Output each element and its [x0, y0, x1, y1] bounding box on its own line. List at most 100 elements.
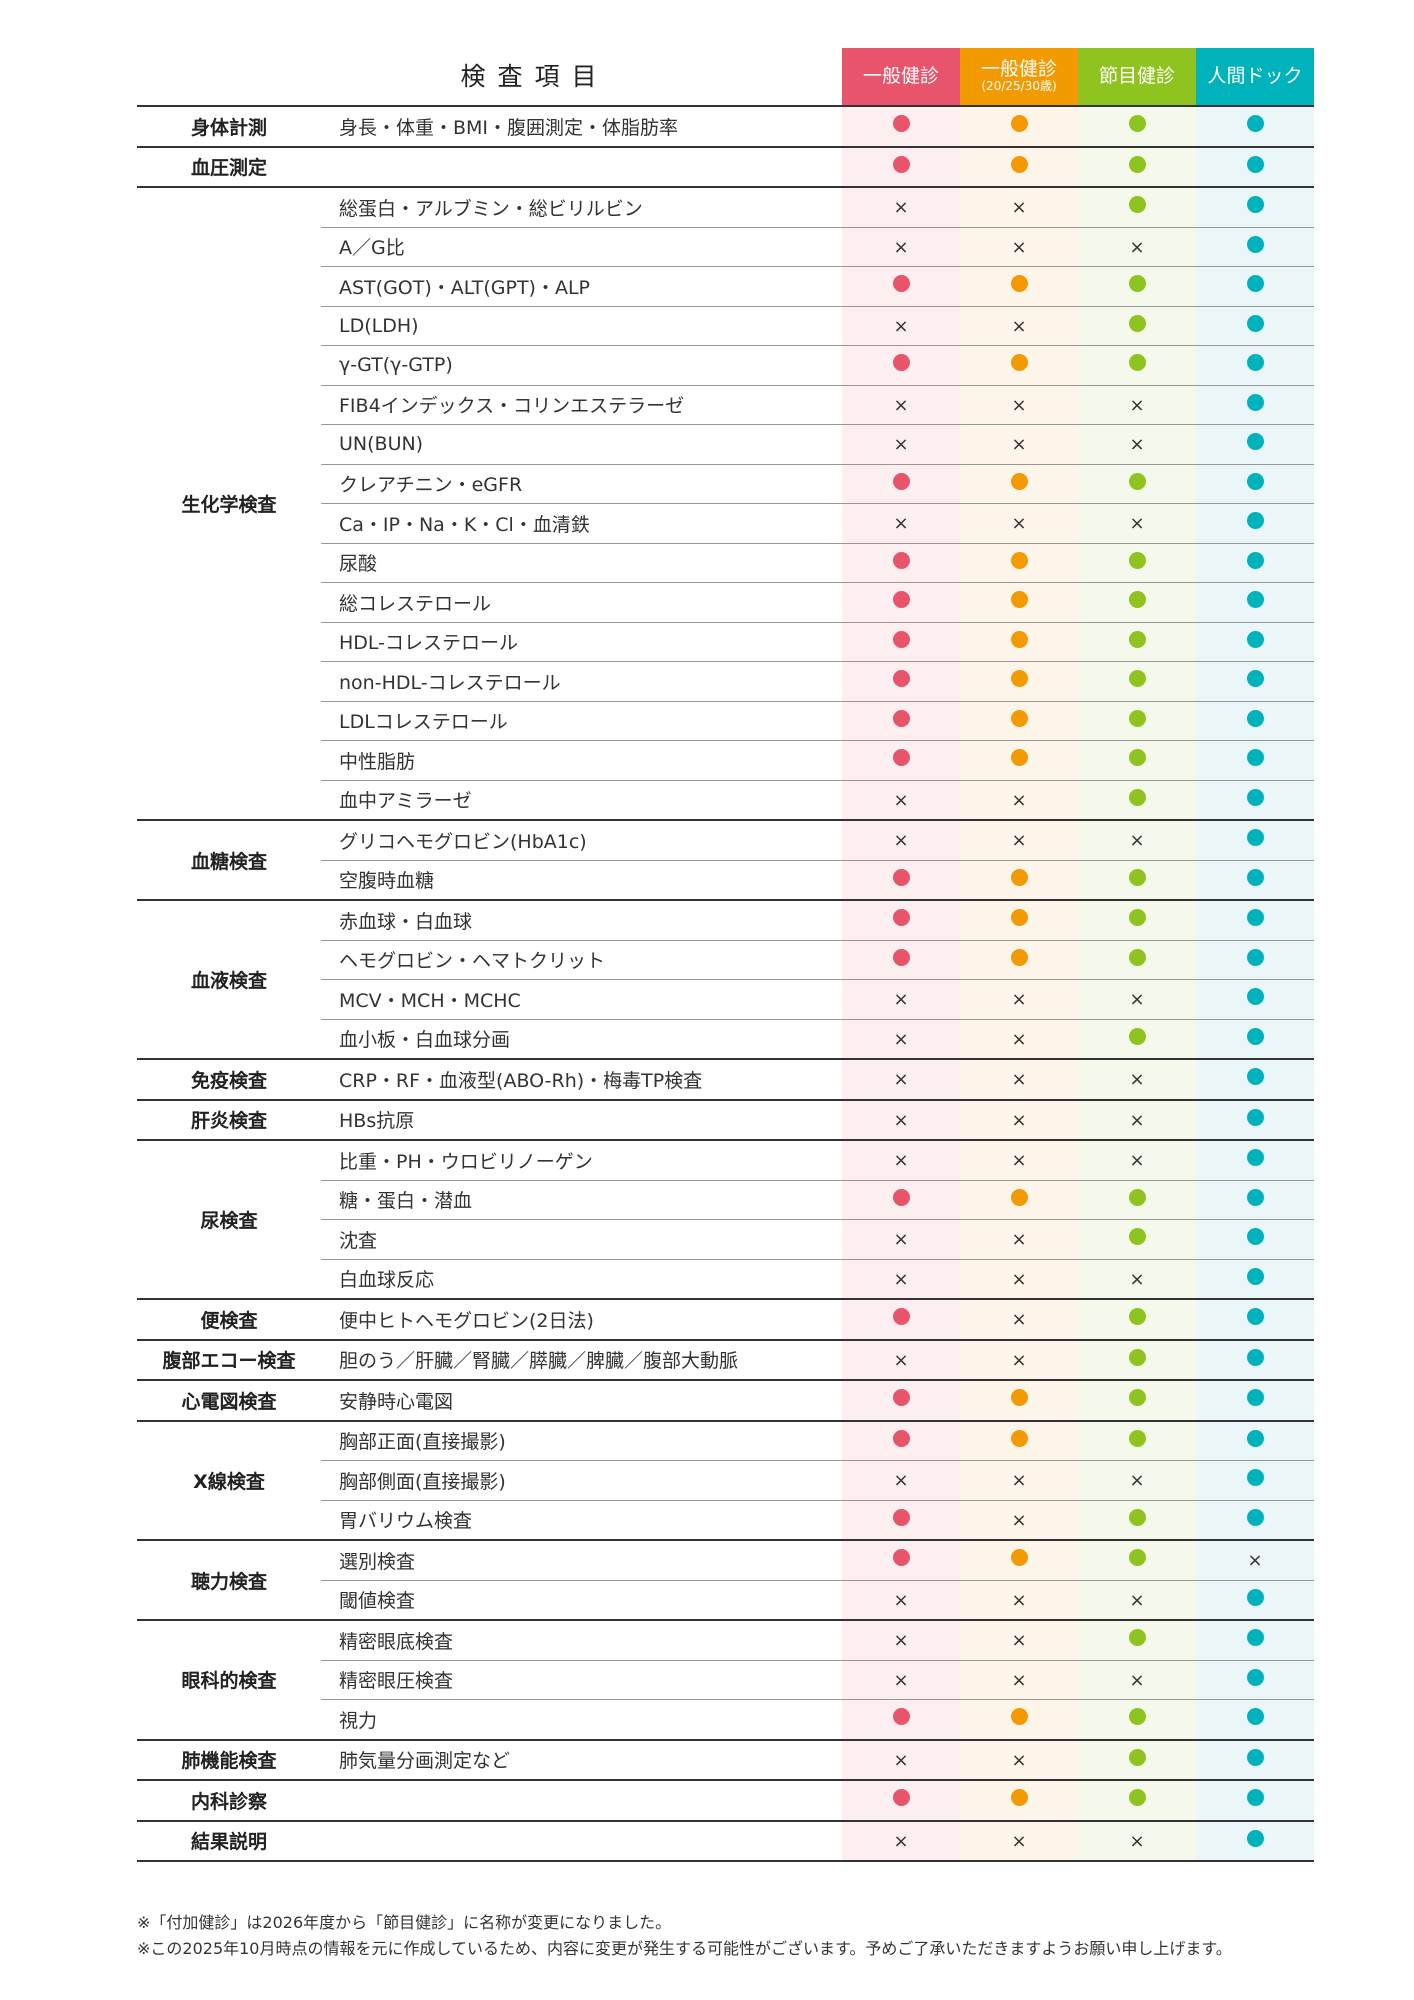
availability-cell	[1078, 621, 1197, 662]
availability-cell: ×	[960, 384, 1079, 425]
not-included-cross-icon: ×	[1011, 434, 1027, 456]
availability-cell	[1196, 700, 1315, 741]
availability-cell: ×	[1078, 1098, 1197, 1140]
availability-cell	[1196, 542, 1315, 583]
not-included-cross-icon: ×	[1011, 315, 1027, 337]
not-included-cross-icon: ×	[893, 1669, 909, 1691]
availability-cell: ×	[1078, 1579, 1197, 1620]
availability-cell	[842, 345, 961, 385]
exam-item-name: 総コレステロール	[321, 582, 843, 622]
availability-cell: ×	[842, 979, 961, 1019]
column-header-general-age: 一般健診 (20/25/30歳)	[960, 48, 1079, 106]
availability-cell	[1196, 582, 1315, 622]
category-label: 肺機能検査	[137, 1738, 321, 1780]
availability-cell: ×	[1078, 979, 1197, 1019]
availability-cell: ×	[842, 1338, 961, 1380]
exam-item-name: 尿酸	[321, 542, 843, 583]
included-circle-icon	[892, 948, 910, 966]
availability-cell: ×	[960, 1659, 1079, 1700]
availability-cell: ×	[960, 779, 1079, 820]
included-circle-icon	[1010, 591, 1028, 609]
not-included-cross-icon: ×	[1011, 1470, 1027, 1492]
availability-cell	[842, 740, 961, 780]
exam-item-name: 総蛋白・アルブミン・総ビリルビン	[321, 186, 843, 227]
exam-item-name	[321, 145, 843, 187]
availability-cell	[1196, 1419, 1315, 1461]
availability-cell	[1196, 819, 1315, 860]
category-label: 尿検査	[137, 1139, 321, 1299]
included-circle-icon	[1246, 829, 1264, 847]
table-row: Ca・IP・Na・K・Cl・血清鉄 × × ×	[137, 503, 1315, 543]
availability-cell	[1196, 1179, 1315, 1220]
exam-item-name: 胃バリウム検査	[321, 1499, 843, 1540]
not-included-cross-icon: ×	[893, 1470, 909, 1492]
table-row: 生化学検査 総蛋白・アルブミン・総ビリルビン × ×	[137, 186, 1315, 820]
footnote: ※「付加健診」は2026年度から「節目健診」に名称が変更になりました。	[137, 1913, 672, 1932]
included-circle-icon	[1010, 709, 1028, 727]
included-circle-icon	[892, 472, 910, 490]
availability-cell	[1196, 1699, 1315, 1740]
included-circle-icon	[1246, 868, 1264, 886]
not-included-cross-icon: ×	[1011, 1150, 1027, 1172]
exam-item-name: 血小板・白血球分画	[321, 1018, 843, 1059]
availability-cell: ×	[960, 1819, 1079, 1862]
included-circle-icon	[892, 1789, 910, 1807]
availability-cell	[1078, 779, 1197, 820]
included-circle-icon	[1246, 1429, 1264, 1447]
included-circle-icon	[1246, 630, 1264, 648]
table-row: 尿酸	[137, 542, 1315, 583]
availability-cell	[1196, 1738, 1315, 1780]
availability-cell	[1196, 859, 1315, 900]
included-circle-icon	[1010, 155, 1028, 173]
availability-cell: ×	[1078, 226, 1197, 267]
availability-cell: ×	[842, 1579, 961, 1620]
not-included-cross-icon: ×	[893, 434, 909, 456]
availability-cell	[1078, 1738, 1197, 1780]
availability-cell	[842, 1419, 961, 1461]
availability-cell: ×	[1078, 1460, 1197, 1500]
not-included-cross-icon: ×	[1129, 394, 1145, 416]
included-circle-icon	[892, 551, 910, 569]
category-label: 血圧測定	[137, 145, 321, 187]
table-row: 胸部側面(直接撮影) × × ×	[137, 1460, 1315, 1500]
not-included-cross-icon: ×	[1011, 789, 1027, 811]
not-included-cross-icon: ×	[893, 1268, 909, 1290]
not-included-cross-icon: ×	[1011, 1109, 1027, 1131]
category-label: 便検査	[137, 1298, 321, 1340]
exam-item-name: 糖・蛋白・潜血	[321, 1179, 843, 1220]
column-header-sublabel: (20/25/30歳)	[981, 79, 1057, 94]
not-included-cross-icon: ×	[893, 513, 909, 535]
category-label: 聴力検査	[137, 1539, 321, 1620]
table-row: 内科診察	[137, 1779, 1315, 1821]
exam-item-name: ヘモグロビン・ヘマトクリット	[321, 939, 843, 980]
included-circle-icon	[1246, 354, 1264, 372]
included-circle-icon	[1246, 196, 1264, 214]
table-row: 胃バリウム検査 ×	[137, 1499, 1315, 1540]
not-included-cross-icon: ×	[1129, 1589, 1145, 1611]
availability-cell	[1078, 1419, 1197, 1461]
included-circle-icon	[1128, 196, 1146, 214]
included-circle-icon	[892, 591, 910, 609]
availability-cell: ×	[842, 305, 961, 346]
availability-cell: ×	[960, 226, 1079, 267]
not-included-cross-icon: ×	[893, 1349, 909, 1371]
included-circle-icon	[892, 354, 910, 372]
category-label: 血液検査	[137, 899, 321, 1059]
exam-item-name: MCV・MCH・MCHC	[321, 979, 843, 1019]
availability-cell	[1196, 463, 1315, 504]
exam-item-name: 沈査	[321, 1219, 843, 1259]
not-included-cross-icon: ×	[1011, 1669, 1027, 1691]
availability-cell	[1078, 463, 1197, 504]
category-label: X線検査	[137, 1419, 321, 1540]
table-row: 精密眼圧検査 × × ×	[137, 1659, 1315, 1700]
table-row: 腹部エコー検査 胆のう／肝臓／腎臓／膵臓／脾臓／腹部大動脈 × ×	[137, 1338, 1315, 1380]
availability-cell	[1078, 542, 1197, 583]
availability-cell	[842, 1379, 961, 1421]
table-row: 免疫検査 CRP・RF・血液型(ABO-Rh)・梅毒TP検査 × × ×	[137, 1058, 1315, 1100]
availability-cell	[960, 463, 1079, 504]
included-circle-icon	[1128, 1429, 1146, 1447]
exam-item-name: 空腹時血糖	[321, 859, 843, 900]
not-included-cross-icon: ×	[1011, 394, 1027, 416]
table-row: 中性脂肪	[137, 740, 1315, 780]
availability-cell: ×	[1078, 1058, 1197, 1100]
